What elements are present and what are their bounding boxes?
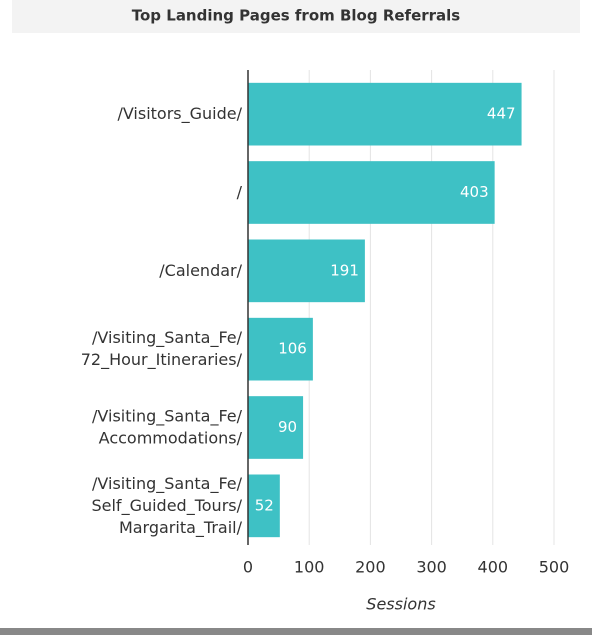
x-axis-title: Sessions: [366, 595, 435, 614]
value-label: 191: [330, 261, 359, 279]
value-label: 447: [487, 105, 516, 123]
x-tick-label: 0: [243, 558, 253, 577]
x-tick-label: 300: [416, 558, 447, 577]
chart-title: Top Landing Pages from Blog Referrals: [132, 7, 461, 25]
title-band: [12, 0, 580, 33]
value-label: 403: [460, 183, 489, 201]
y-tick-label: /Visitors_Guide/: [117, 104, 242, 124]
y-tick-label-line: /Visiting_Santa_Fe/: [92, 406, 243, 426]
value-label: 106: [278, 340, 307, 358]
bar: [248, 239, 365, 303]
y-tick-label-line: 72_Hour_Itineraries/: [81, 350, 243, 370]
bar: [248, 317, 313, 381]
x-tick-label: 100: [294, 558, 325, 577]
bar: [248, 161, 495, 224]
bottom-bar: [0, 628, 592, 635]
bar: [248, 474, 280, 538]
bar: [248, 396, 304, 459]
value-label: 90: [278, 418, 297, 436]
x-tick-label: 200: [355, 558, 386, 577]
y-tick-label: /Calendar/: [159, 260, 242, 279]
x-tick-label: 500: [539, 558, 570, 577]
bar: [248, 82, 522, 146]
y-tick-label: /Visiting_Santa_Fe/Self_Guided_Tours/Mar…: [91, 473, 242, 537]
y-tick-label-line: Margarita_Trail/: [119, 517, 243, 537]
x-tick-label: 400: [478, 558, 509, 577]
y-tick-label-line: /Visitors_Guide/: [117, 104, 242, 124]
y-tick-label: /: [237, 182, 243, 201]
value-label: 52: [255, 496, 274, 514]
y-tick-label-line: Self_Guided_Tours/: [91, 495, 242, 515]
y-tick-label-line: /Visiting_Santa_Fe/: [92, 473, 243, 493]
y-tick-label-line: Accommodations/: [99, 428, 243, 447]
y-tick-label-line: /: [237, 182, 243, 201]
y-tick-label-line: /Visiting_Santa_Fe/: [92, 328, 243, 348]
y-tick-label: /Visiting_Santa_Fe/72_Hour_Itineraries/: [81, 328, 243, 370]
y-tick-label-line: /Calendar/: [159, 260, 242, 279]
y-tick-label: /Visiting_Santa_Fe/Accommodations/: [92, 406, 243, 447]
